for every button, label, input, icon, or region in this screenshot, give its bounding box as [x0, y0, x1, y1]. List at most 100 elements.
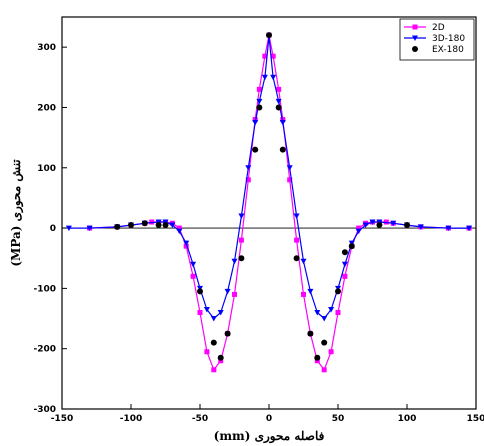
- tick-layer: -150 -100 -50 0 50 100 150 -300 -200 -100 0 100 200 3…: [33, 43, 484, 424]
- data-point: [203, 306, 210, 313]
- x-tick-label: 100: [398, 414, 417, 424]
- data-point: [256, 104, 263, 111]
- data-point: [294, 237, 300, 243]
- data-point: [356, 225, 362, 231]
- plot-area: [61, 16, 477, 410]
- data-point: [183, 240, 190, 247]
- data-point: [279, 146, 286, 153]
- data-point: [183, 243, 189, 249]
- data-point: [342, 273, 348, 279]
- legend-box: [399, 18, 475, 61]
- data-point: [390, 220, 397, 227]
- data-point: [224, 288, 231, 295]
- x-tick-label: 150: [467, 414, 484, 424]
- data-point: [321, 367, 327, 373]
- x-tick-label: -100: [120, 414, 143, 424]
- data-point: [275, 104, 282, 111]
- data-point: [293, 213, 300, 220]
- data-point: [417, 224, 424, 230]
- data-point: [238, 255, 245, 262]
- data-point: [314, 358, 320, 364]
- data-point: [231, 258, 238, 265]
- series-line: [89, 34, 470, 371]
- data-point: [445, 225, 452, 232]
- data-point: [190, 273, 196, 279]
- data-point: [238, 237, 244, 243]
- data-point: [114, 223, 121, 230]
- legend-label: EX-180: [432, 45, 464, 55]
- data-point: [328, 349, 334, 355]
- y-tick-label: 200: [37, 103, 56, 113]
- data-point: [466, 225, 473, 232]
- data-point: [211, 367, 217, 373]
- data-point: [270, 74, 277, 81]
- data-point: [404, 222, 410, 229]
- data-point: [252, 146, 259, 153]
- data-point: [256, 98, 263, 105]
- data-point: [383, 219, 389, 225]
- data-point: [176, 225, 182, 231]
- data-point: [335, 310, 341, 316]
- data-point: [262, 53, 268, 59]
- data-point: [245, 165, 252, 171]
- data-point: [300, 258, 307, 265]
- data-point: [314, 310, 321, 316]
- data-point: [210, 339, 217, 346]
- data-point: [276, 86, 282, 92]
- data-point: [149, 219, 155, 225]
- data-point: [176, 228, 183, 235]
- series-layer: [65, 32, 473, 373]
- data-point: [321, 339, 328, 346]
- legend-marker: [412, 24, 418, 30]
- legend-marker: [412, 46, 418, 52]
- data-point: [335, 288, 341, 295]
- data-point: [275, 98, 282, 105]
- data-point: [307, 288, 314, 295]
- data-point: [218, 358, 224, 364]
- legend-marker: [412, 35, 418, 41]
- data-point: [301, 291, 306, 297]
- data-point: [314, 354, 321, 361]
- x-tick-label: 50: [332, 414, 345, 424]
- y-axis-title: تنش محوری (MPa): [9, 159, 24, 267]
- data-point: [328, 306, 335, 313]
- data-point: [307, 330, 314, 337]
- y-tick-label: -200: [33, 345, 56, 355]
- data-point: [86, 225, 93, 232]
- x-tick-label: -150: [51, 414, 74, 424]
- data-point: [232, 291, 237, 297]
- data-point: [362, 222, 369, 229]
- data-point: [197, 310, 203, 316]
- data-point: [141, 220, 148, 227]
- data-point: [293, 255, 300, 262]
- y-tick-label: -300: [33, 405, 56, 415]
- y-tick-label: 0: [50, 224, 56, 234]
- data-point: [65, 225, 72, 232]
- data-point: [217, 354, 224, 361]
- x-tick-label: 0: [266, 414, 272, 424]
- y-tick-label: 300: [37, 43, 56, 53]
- series-2: [114, 32, 410, 361]
- data-point: [321, 316, 328, 322]
- data-point: [217, 310, 224, 316]
- data-point: [252, 120, 259, 126]
- data-point: [210, 316, 217, 322]
- data-point: [256, 86, 262, 92]
- data-point: [190, 261, 197, 268]
- legend-label: 3D-180: [432, 34, 465, 44]
- data-point: [162, 222, 169, 229]
- data-point: [128, 222, 134, 229]
- x-axis-title: فاصله محوری (mm): [214, 429, 325, 444]
- y-tick-label: -100: [33, 284, 56, 294]
- data-point: [279, 120, 286, 126]
- data-point: [287, 177, 293, 183]
- data-point: [286, 165, 293, 171]
- data-point: [355, 228, 362, 235]
- data-point: [204, 349, 210, 355]
- data-point: [376, 222, 383, 229]
- data-point: [245, 177, 251, 183]
- data-point: [341, 261, 348, 268]
- data-point: [224, 330, 231, 337]
